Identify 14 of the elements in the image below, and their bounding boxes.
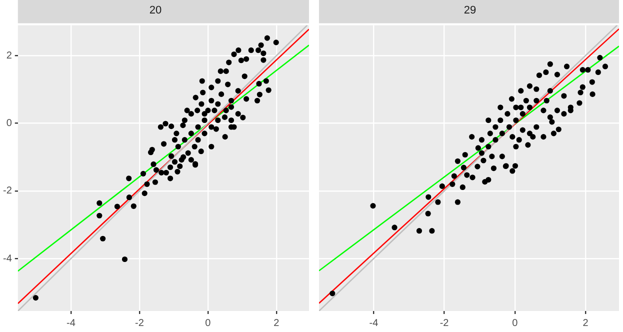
x-tick-label: 0 — [512, 318, 518, 329]
y-tick-label: 2 — [6, 50, 12, 62]
y-tick-label: -4 — [2, 253, 12, 264]
x-tick-label: 2 — [582, 318, 589, 329]
y-tick-label: 0 — [6, 118, 12, 130]
y-tick-label: -2 — [2, 186, 12, 197]
x-tick-label: 0 — [205, 318, 212, 329]
x-tick-label: -4 — [369, 318, 379, 329]
x-tick-label: -2 — [440, 318, 450, 329]
chart-title: 29 — [464, 4, 476, 17]
x-tick-label: -4 — [66, 318, 76, 329]
x-tick-label: -2 — [135, 318, 144, 329]
chart-title: 20 — [149, 4, 162, 17]
x-tick-label: 2 — [274, 318, 280, 329]
